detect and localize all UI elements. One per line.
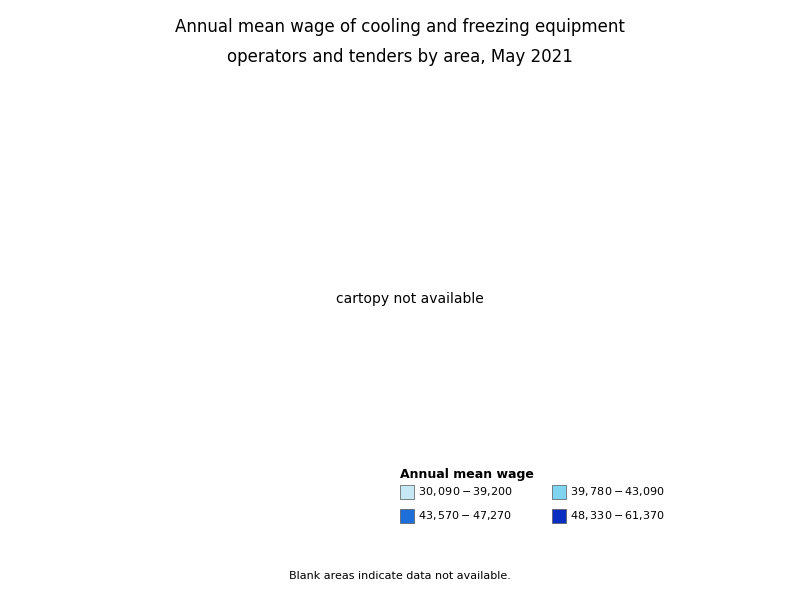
Text: operators and tenders by area, May 2021: operators and tenders by area, May 2021 <box>227 48 573 66</box>
Text: cartopy not available: cartopy not available <box>336 292 484 306</box>
Text: $30,090 - $39,200: $30,090 - $39,200 <box>418 485 514 499</box>
Text: Blank areas indicate data not available.: Blank areas indicate data not available. <box>289 571 511 581</box>
Text: $39,780 - $43,090: $39,780 - $43,090 <box>570 485 666 499</box>
Text: $48,330 - $61,370: $48,330 - $61,370 <box>570 509 666 523</box>
Text: $43,570 - $47,270: $43,570 - $47,270 <box>418 509 513 523</box>
Text: Annual mean wage: Annual mean wage <box>400 468 534 481</box>
Text: Annual mean wage of cooling and freezing equipment: Annual mean wage of cooling and freezing… <box>175 18 625 36</box>
